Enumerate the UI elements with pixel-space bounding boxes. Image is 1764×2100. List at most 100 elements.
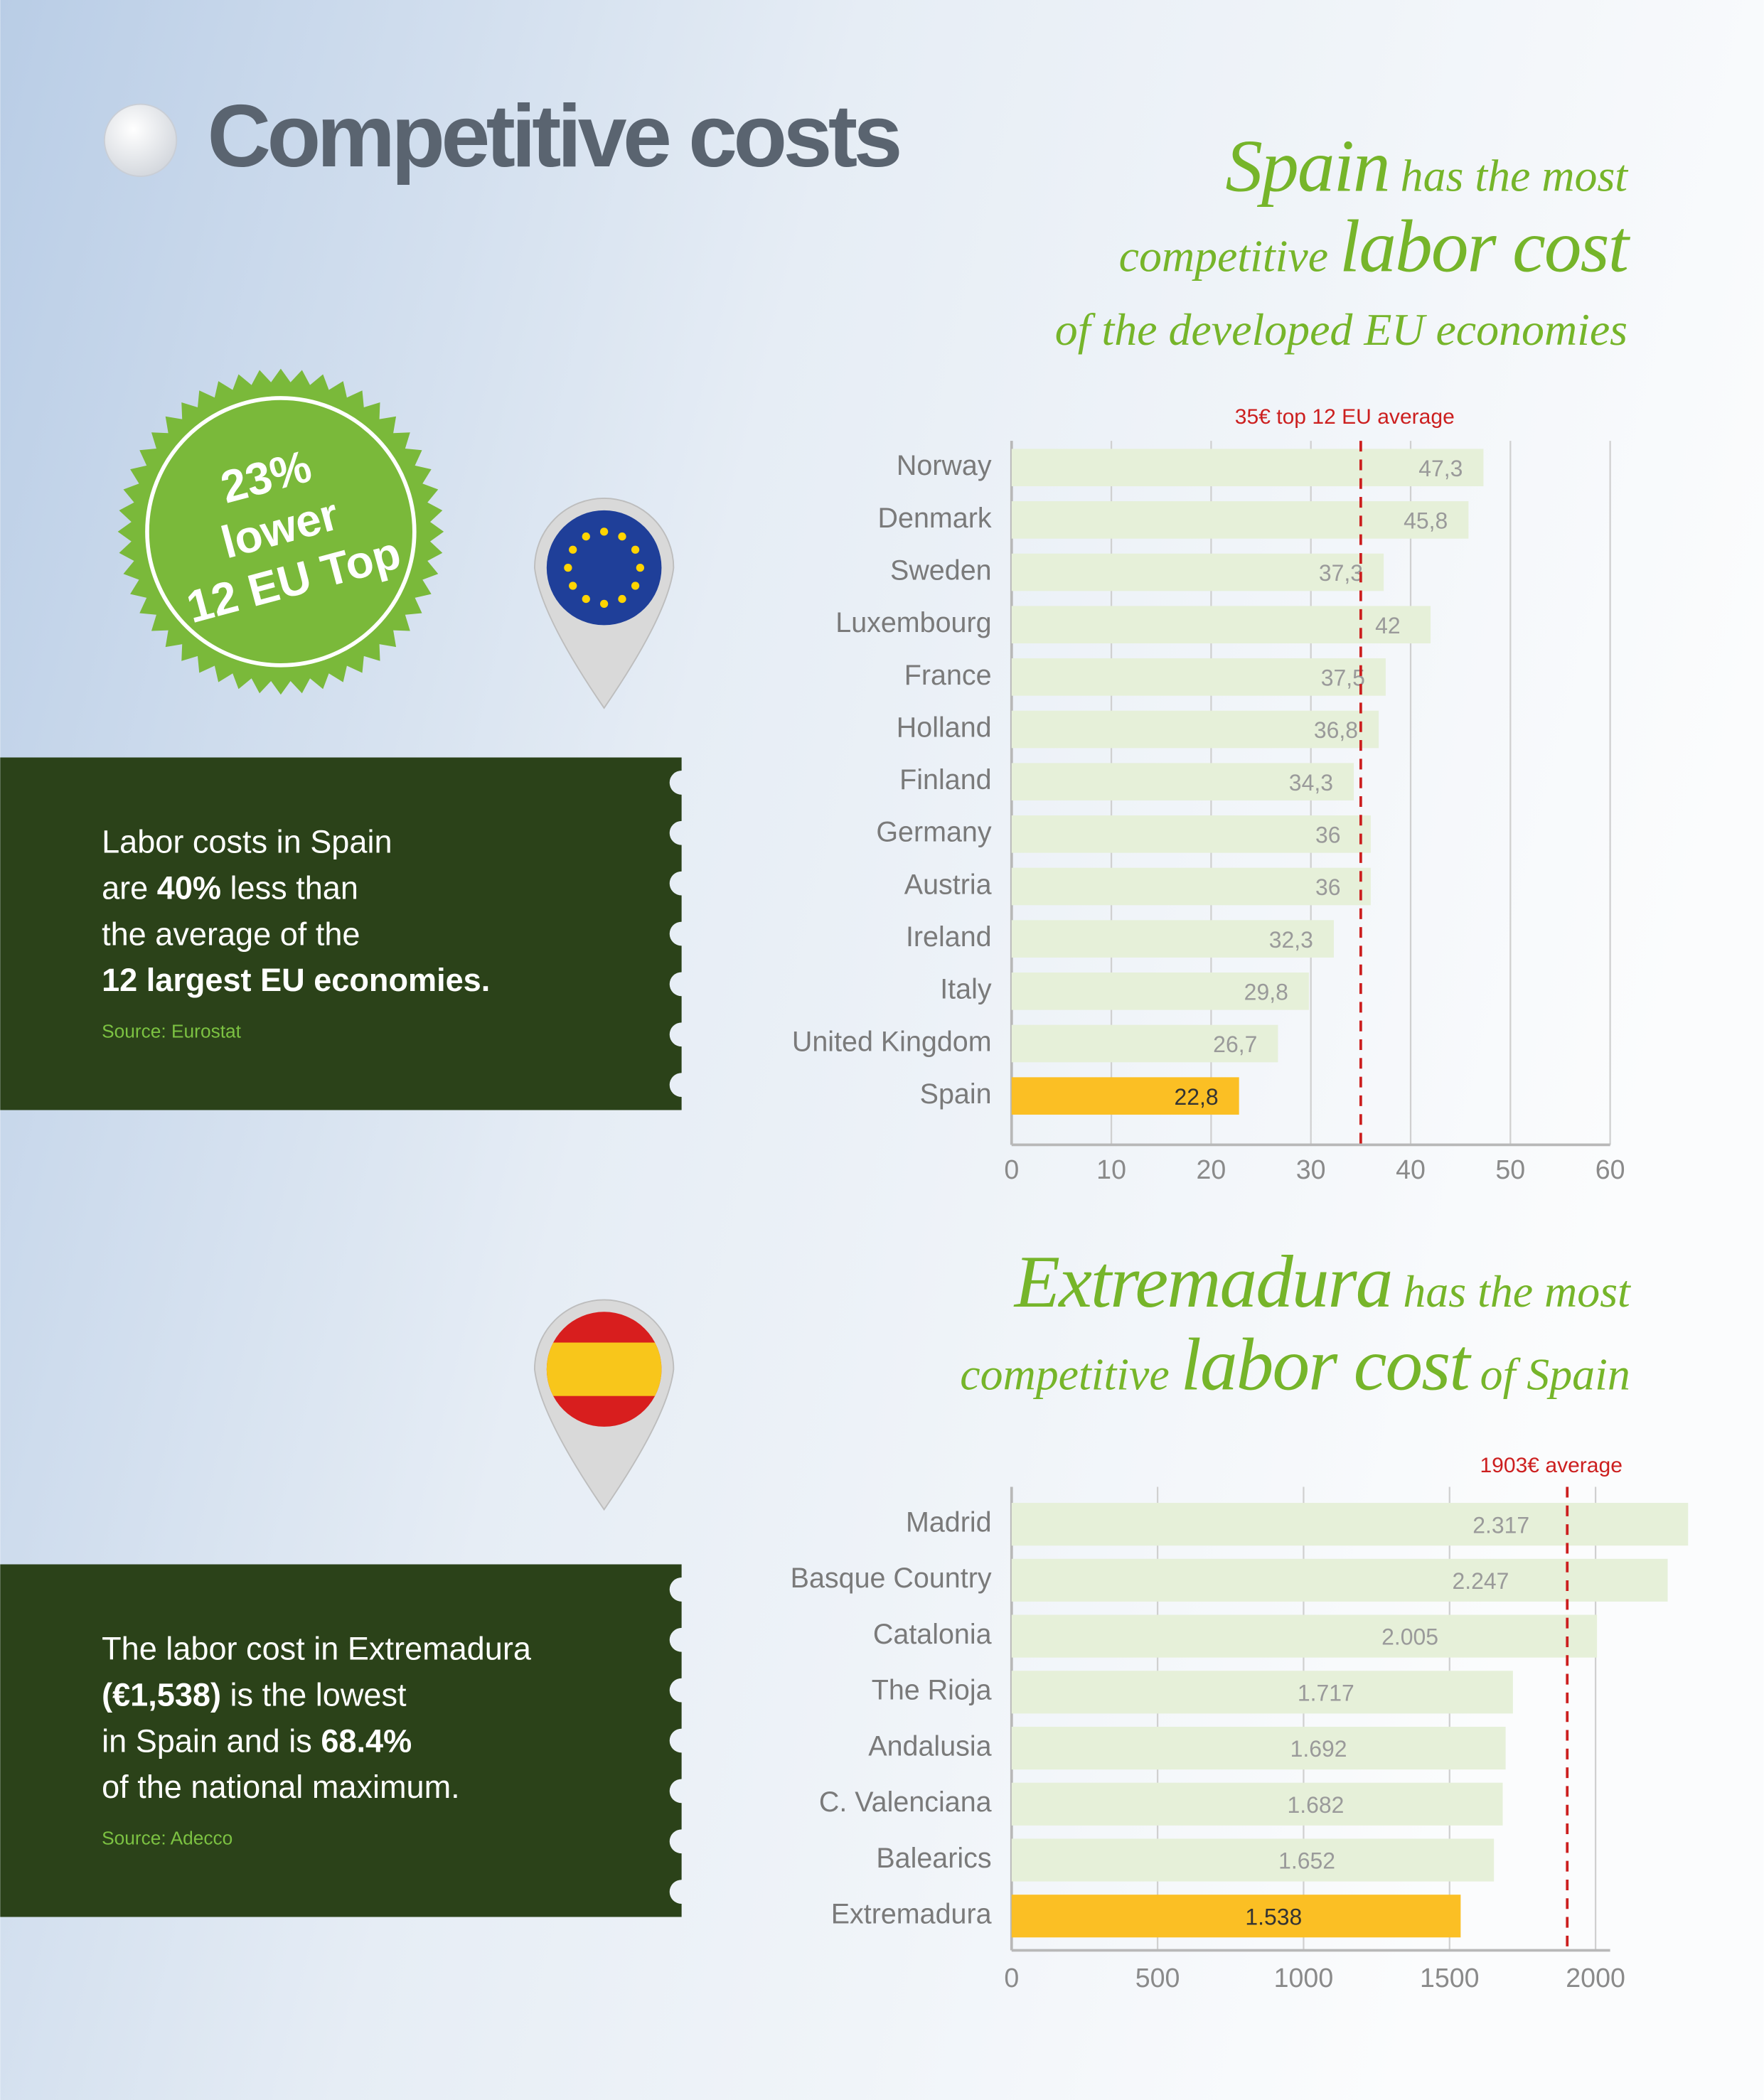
bar [1011,710,1379,749]
chart-title-segment: Spain [1225,124,1389,208]
category-label: France [904,660,992,691]
value-label: 45,8 [1404,508,1448,534]
chart-title-line: Extremadura has the most [1013,1240,1632,1323]
chart-title-segment: has the most [1391,1266,1632,1317]
bar [1011,658,1386,696]
category-label: Holland [897,712,992,743]
category-label: C. Valenciana [819,1786,992,1818]
eu-pin [533,497,675,709]
category-label: Norway [897,450,992,481]
chart-title-line: Spain has the most [1225,124,1629,208]
spain-pin [533,1299,675,1511]
bar [1011,1895,1461,1938]
value-label: 32,3 [1269,927,1313,953]
value-label: 2.005 [1381,1624,1438,1650]
bar [1011,1503,1689,1546]
callout-segment: less than [221,869,358,906]
bar [1011,763,1354,800]
chart-title-line: competitive labor cost [1119,204,1631,287]
title-bullet [103,103,178,177]
callout-segment: The labor cost in Extremadura [102,1631,532,1667]
value-label: 47,3 [1418,456,1463,481]
bar [1011,920,1334,958]
category-label: Denmark [878,503,992,534]
chart-title-segment: Extremadura [1013,1240,1392,1323]
bar [1011,553,1384,591]
bar [1011,606,1431,643]
category-label: Madrid [906,1507,992,1538]
chart-title-segment: competitive [1119,230,1340,281]
x-tick-label: 0 [1004,1155,1019,1184]
callouts: Labor costs in Spain are 40% less than the… [0,757,682,1917]
x-tick-label: 30 [1296,1155,1326,1184]
x-tick-label: 20 [1196,1155,1226,1184]
callout-segment: 68.4% [321,1723,412,1759]
value-label: 36 [1315,823,1341,848]
badge-ring [145,396,417,668]
callout-segment: Labor costs in Spain [102,824,392,860]
callout-line: 12 largest EU economies. [102,962,490,998]
bar [1011,1024,1278,1063]
callout-source: Source: Eurostat [102,1021,242,1042]
callout-segment: 40% [157,869,221,906]
chart-title-line: competitive labor cost of Spain [960,1322,1630,1405]
bar [1011,867,1371,906]
average-label: 1903€ average [1480,1454,1622,1477]
category-label: Catalonia [873,1619,992,1650]
value-label: 37,5 [1321,665,1365,691]
callout-segment: in Spain and is [102,1723,321,1759]
callout-segment: of the national maximum. [102,1769,460,1805]
category-label: Basque Country [791,1563,992,1594]
bar [1011,1077,1239,1115]
callout-line: of the national maximum. [102,1769,460,1805]
x-tick-label: 40 [1396,1155,1426,1184]
callout-line: (€1,538) is the lowest [102,1676,407,1713]
value-label: 1.652 [1278,1848,1335,1874]
callout-line: Labor costs in Spain [102,824,392,860]
bar [1011,1838,1495,1882]
x-tick-label: 2000 [1566,1963,1625,1993]
callout-segment: is the lowest [221,1676,407,1713]
value-label: 42 [1375,613,1401,638]
value-label: 2.317 [1472,1512,1529,1538]
category-label: Ireland [906,921,992,953]
category-label: Germany [876,817,992,848]
x-tick-label: 1000 [1274,1963,1334,1993]
callout-box [0,757,682,1110]
chart-title-segment: competitive [960,1349,1180,1399]
callout-segment: 12 largest EU economies. [102,962,490,998]
chart-title-segment: of the developed EU economies [1055,304,1627,355]
chart-title-segment: labor cost [1340,204,1631,287]
x-tick-label: 500 [1135,1963,1180,1993]
bar [1011,815,1371,853]
x-tick-label: 50 [1495,1155,1525,1184]
callout-segment: are [102,869,157,906]
value-label: 37,3 [1319,560,1363,586]
x-tick-label: 1500 [1420,1963,1480,1993]
x-tick-label: 10 [1096,1155,1126,1184]
category-label: Luxembourg [835,607,991,638]
category-label: Austria [904,869,992,900]
bar [1011,501,1469,539]
value-label: 1.682 [1287,1792,1344,1818]
category-label: Sweden [890,555,992,586]
chart-title-segment: has the most [1389,151,1630,201]
value-label: 36,8 [1314,717,1358,743]
chart-title-segment: labor cost [1181,1322,1472,1405]
value-label: 1.717 [1298,1680,1354,1705]
chart-title-segment: of Spain [1469,1349,1630,1399]
callout-line: in Spain and is 68.4% [102,1723,412,1759]
average-label: 35€ top 12 EU average [1235,405,1455,429]
value-label: 22,8 [1174,1084,1218,1110]
x-tick-label: 60 [1595,1155,1625,1184]
value-label: 1.538 [1245,1904,1302,1929]
value-label: 29,8 [1244,980,1288,1005]
category-label: Spain [920,1078,992,1110]
value-label: 1.692 [1290,1736,1347,1762]
